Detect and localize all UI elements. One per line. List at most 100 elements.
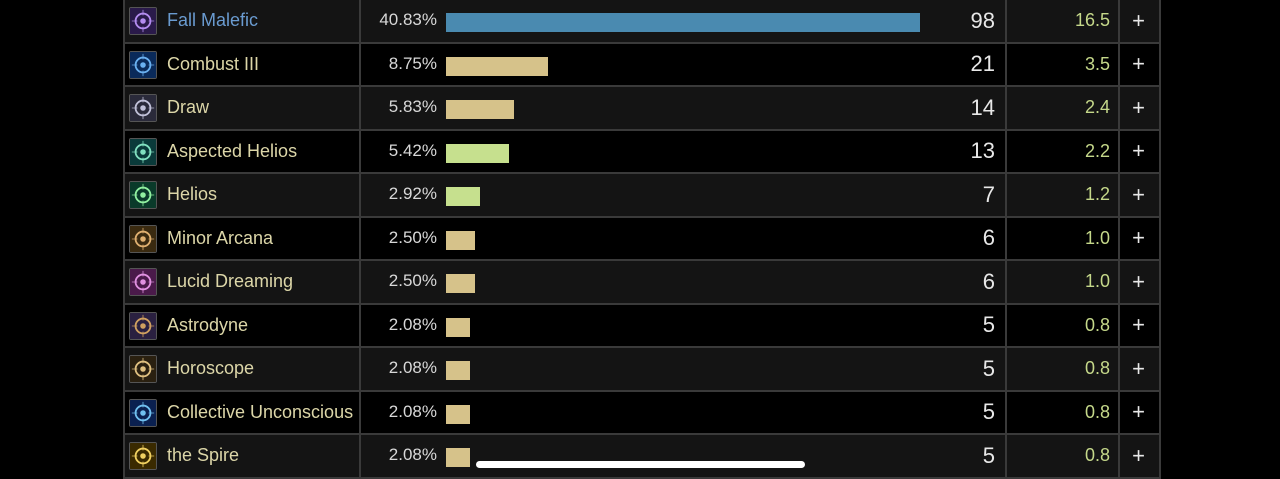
value-cell: 0.8 (1007, 435, 1120, 477)
ability-name[interactable]: Aspected Helios (167, 140, 298, 161)
percentage-text: 2.50% (388, 227, 437, 247)
hit-count: 5 (982, 312, 995, 338)
home-indicator[interactable] (476, 461, 805, 468)
expand-button[interactable]: + (1132, 94, 1145, 120)
expand-button[interactable]: + (1132, 399, 1145, 425)
ability-name[interactable]: Horoscope (167, 358, 255, 379)
ability-name-cell: Astrodyne (125, 304, 361, 346)
ability-name[interactable]: Lucid Dreaming (167, 271, 294, 292)
collective-unconscious-icon (129, 398, 157, 427)
value-cell: 1.2 (1007, 174, 1120, 216)
ability-name-cell: Draw (125, 87, 361, 129)
hit-count: 6 (982, 225, 995, 251)
table-row[interactable]: Combust III 8.75% 21 3.5 + (125, 43, 1159, 87)
expand-cell: + (1120, 392, 1157, 434)
percentage-bar (446, 317, 470, 337)
hit-count: 98 (970, 7, 995, 33)
ability-name-cell: Aspected Helios (125, 130, 361, 172)
hit-count: 7 (982, 181, 995, 207)
damage-share-cell: 2.08% 5 (361, 435, 1007, 477)
hit-count: 6 (982, 268, 995, 294)
expand-button[interactable]: + (1132, 225, 1145, 251)
table-row[interactable]: Fall Malefic 40.83% 98 16.5 + (125, 0, 1159, 44)
hit-count: 5 (982, 355, 995, 381)
expand-button[interactable]: + (1132, 51, 1145, 77)
percentage-text: 2.08% (388, 401, 437, 421)
hit-count: 5 (982, 399, 995, 425)
percentage-bar (446, 187, 480, 206)
ability-name[interactable]: Collective Unconscious (167, 401, 354, 422)
percentage-text: 40.83% (379, 10, 437, 29)
expand-button[interactable]: + (1132, 355, 1145, 381)
expand-button[interactable]: + (1132, 181, 1145, 207)
value-cell: 2.2 (1007, 130, 1120, 172)
expand-button[interactable]: + (1132, 138, 1145, 164)
value-cell: 16.5 (1007, 0, 1120, 42)
expand-button[interactable]: + (1132, 312, 1145, 338)
damage-share-cell: 8.75% 21 (361, 43, 1007, 85)
value-cell: 0.8 (1007, 304, 1120, 346)
ability-name[interactable]: Draw (167, 97, 210, 118)
draw-icon (129, 94, 157, 122)
hit-count: 21 (970, 51, 995, 77)
value-text: 3.5 (1084, 53, 1110, 74)
the-spire-icon (129, 442, 157, 470)
table-row[interactable]: Minor Arcana 2.50% 6 1.0 + (125, 217, 1159, 261)
ability-name-cell: Horoscope (125, 348, 361, 390)
damage-share-cell: 2.50% 6 (361, 217, 1007, 259)
ability-name[interactable]: Astrodyne (167, 314, 249, 335)
ability-name[interactable]: Combust III (167, 53, 260, 74)
table-row[interactable]: Lucid Dreaming 2.50% 6 1.0 + (125, 261, 1159, 305)
percentage-text: 2.08% (388, 358, 437, 377)
ability-name[interactable]: Minor Arcana (167, 227, 274, 248)
table-row[interactable]: Aspected Helios 5.42% 13 2.2 + (125, 130, 1159, 174)
hit-count: 13 (970, 138, 995, 164)
percentage-text: 8.75% (388, 53, 437, 73)
percentage-text: 5.42% (388, 140, 437, 160)
percentage-bar (446, 13, 920, 32)
expand-cell: + (1120, 218, 1157, 260)
hit-count: 5 (982, 442, 995, 468)
value-cell: 1.0 (1007, 261, 1120, 303)
expand-cell: + (1120, 87, 1157, 129)
expand-cell: + (1120, 261, 1157, 303)
damage-share-cell: 5.42% 13 (361, 130, 1007, 172)
ability-table: Fall Malefic 40.83% 98 16.5 + Combust III 8.75… (123, 0, 1161, 479)
table-row[interactable]: Horoscope 2.08% 5 0.8 + (125, 348, 1159, 392)
damage-share-cell: 2.08% 5 (361, 348, 1007, 390)
ability-name-cell: Fall Malefic (125, 0, 361, 42)
table-row[interactable]: Astrodyne 2.08% 5 0.8 + (125, 304, 1159, 348)
expand-button[interactable]: + (1132, 7, 1145, 33)
value-cell: 0.8 (1007, 391, 1120, 433)
ability-name[interactable]: Helios (167, 184, 218, 205)
damage-share-cell: 2.08% 5 (361, 391, 1007, 433)
value-cell: 2.4 (1007, 87, 1120, 129)
fall-malefic-icon (129, 7, 157, 35)
percentage-bar (446, 143, 509, 163)
table-row[interactable]: Collective Unconscious 2.08% 5 0.8 + (125, 391, 1159, 435)
ability-name[interactable]: the Spire (167, 445, 240, 466)
damage-share-cell: 2.08% 5 (361, 304, 1007, 346)
lucid-dreaming-icon (129, 268, 157, 296)
table-row[interactable]: Draw 5.83% 14 2.4 + (125, 87, 1159, 131)
horoscope-icon (129, 355, 157, 383)
percentage-text: 2.50% (388, 271, 437, 290)
percentage-text: 5.83% (388, 97, 437, 116)
ability-name[interactable]: Fall Malefic (167, 10, 259, 31)
expand-button[interactable]: + (1132, 268, 1145, 294)
ability-name-cell: Helios (125, 174, 361, 216)
expand-button[interactable]: + (1132, 442, 1145, 468)
expand-cell: + (1120, 305, 1157, 347)
table-row[interactable]: the Spire 2.08% 5 0.8 + (125, 435, 1159, 479)
value-cell: 1.0 (1007, 217, 1120, 259)
helios-icon (129, 181, 157, 209)
percentage-bar (446, 448, 470, 467)
value-text: 2.2 (1084, 140, 1110, 161)
damage-share-cell: 2.50% 6 (361, 261, 1007, 303)
damage-share-cell: 2.92% 7 (361, 174, 1007, 216)
percentage-bar (446, 274, 475, 293)
value-text: 1.0 (1084, 227, 1110, 248)
damage-share-cell: 40.83% 98 (361, 0, 1007, 42)
table-row[interactable]: Helios 2.92% 7 1.2 + (125, 174, 1159, 218)
value-text: 0.8 (1084, 358, 1110, 379)
